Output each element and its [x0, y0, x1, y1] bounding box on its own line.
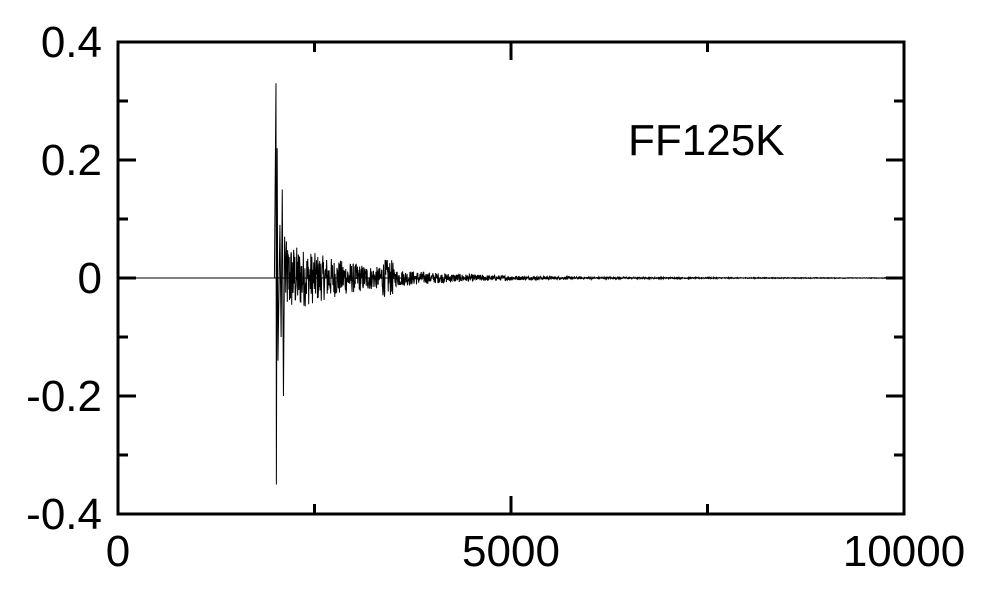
y-tick-label: 0	[78, 254, 102, 303]
annotation-label: FF125K	[628, 116, 785, 165]
y-tick-label: 0.4	[41, 18, 102, 67]
y-tick-label: -0.4	[26, 490, 102, 539]
series-layer	[118, 83, 905, 485]
y-tick-label: -0.2	[26, 372, 102, 421]
x-tick-label: 0	[106, 527, 130, 576]
x-tick-label: 10000	[843, 527, 965, 576]
signal-trace	[118, 83, 905, 485]
y-tick-label: 0.2	[41, 136, 102, 185]
tick-labels-layer: 0.40.20-0.2-0.40 5000 10000	[26, 18, 965, 576]
x-tick-label: 5000	[462, 527, 560, 576]
